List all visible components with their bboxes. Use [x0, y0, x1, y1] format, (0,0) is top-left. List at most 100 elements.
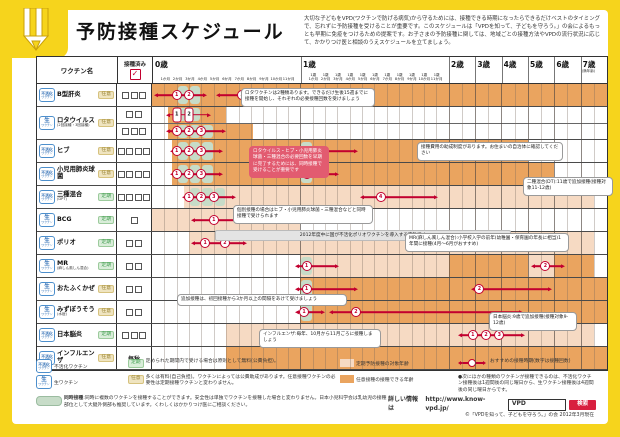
inactivated-vaccine-icon: 不活化 ワクチン: [36, 359, 52, 373]
title-notch: [10, 8, 68, 58]
optional-band: [171, 163, 555, 185]
check-box[interactable]: [122, 127, 129, 135]
check-column-header: 接種済み ✓: [118, 57, 153, 83]
check-box[interactable]: [139, 91, 146, 99]
vaccine-type-badge: 生ワクチン: [39, 305, 55, 319]
check-box[interactable]: [134, 170, 142, 178]
callout-rotavirus: ロタワクチンは2種類あります。できるだけ生後15週までに接種を開始し、それぞれの…: [241, 88, 375, 107]
intro-text: 大切な子どもをVPD(ワクチンで防げる病気)から守るためには、接種できる時期にな…: [304, 16, 600, 47]
check-box[interactable]: [122, 331, 129, 339]
dose-pill-marker: 1: [172, 107, 182, 123]
check-box[interactable]: [134, 193, 142, 201]
check-box[interactable]: [126, 308, 134, 316]
month-label: 11か月: [282, 77, 295, 82]
check-box[interactable]: [143, 193, 151, 201]
check-box[interactable]: [139, 331, 146, 339]
check-box[interactable]: [143, 147, 151, 155]
year-label: 6歳: [556, 60, 570, 69]
optional-chip: 任意: [128, 375, 144, 384]
check-box[interactable]: [126, 262, 134, 270]
year-label: 0歳: [155, 60, 168, 69]
check-group: [117, 107, 151, 123]
check-box[interactable]: [122, 91, 129, 99]
check-box[interactable]: [130, 127, 138, 135]
year-note: (満年齢): [581, 69, 596, 73]
optional-band-swatch: [340, 375, 354, 383]
year-divider: [301, 57, 302, 83]
check-box[interactable]: [134, 308, 142, 316]
callout-simultaneous: ロタウイルス・ヒブ・小児用肺炎球菌・三種混合の必要回数を早期に完了するためには、…: [249, 146, 329, 178]
check-cell: [117, 84, 152, 106]
dose-marker: 2: [350, 307, 361, 317]
category-chip: 任意: [98, 284, 114, 294]
check-box[interactable]: [130, 216, 138, 224]
check-box[interactable]: [117, 147, 125, 155]
check-box[interactable]: [126, 111, 134, 119]
check-group: [117, 209, 151, 231]
year-label: 5歳: [530, 60, 543, 69]
vaccine-name: みずぼうそう (水痘): [57, 306, 96, 318]
dose-marker: 1: [171, 146, 182, 156]
search-button[interactable]: 検索: [569, 399, 596, 410]
dose-pill-marker: 2: [184, 107, 194, 123]
regular-chip: 定期: [128, 359, 144, 368]
vaccine-name-sub: (麻しん風しん混合): [57, 266, 89, 271]
category-chip: 任意: [98, 307, 114, 317]
check-cell: [117, 301, 152, 323]
dose-marker: 2: [184, 126, 195, 137]
check-box[interactable]: [126, 147, 134, 155]
dose-marker: 1: [299, 307, 310, 317]
check-box[interactable]: [134, 111, 142, 119]
check-box[interactable]: [130, 331, 138, 339]
info-url: http://www.know-vpd.jp/: [425, 396, 486, 412]
check-box[interactable]: [117, 170, 125, 178]
regular-band-swatch: [340, 359, 354, 367]
month-label: 1歳 4か月: [345, 73, 356, 82]
check-group: [117, 186, 151, 208]
check-box[interactable]: [143, 170, 151, 178]
vaccine-name: B型肝炎: [57, 91, 96, 99]
chart-cell: 1: [152, 209, 607, 231]
category-chip: 定期: [98, 261, 114, 271]
legend-note: ●次にほかの種類のワクチンが接種できるのは、不活化ワクチン接種後は1週間後の同じ…: [458, 375, 594, 393]
check-group: [117, 301, 151, 323]
vaccine-column-header: ワクチン名: [37, 57, 118, 83]
check-box[interactable]: [139, 127, 146, 135]
category-chip: 任意: [98, 146, 114, 156]
check-box[interactable]: [134, 285, 142, 293]
dose-marker: 1: [467, 330, 478, 340]
chart-lane: [152, 347, 607, 369]
optional-band: [554, 255, 594, 277]
check-box[interactable]: [126, 239, 134, 247]
check-box[interactable]: [134, 147, 142, 155]
check-box[interactable]: [130, 91, 138, 99]
legend-live: 生ワクチン 生ワクチン: [36, 375, 128, 389]
check-cell: [117, 278, 152, 300]
vaccine-name-text: 三種混合: [57, 190, 83, 198]
vaccine-name-text: MR: [57, 259, 69, 267]
month-label: 1歳 9か月: [407, 73, 417, 82]
search-input[interactable]: VPD: [507, 398, 567, 411]
dose-marker: 3: [196, 126, 207, 137]
check-box[interactable]: [126, 193, 134, 201]
check-box[interactable]: [117, 193, 125, 201]
vaccine-name-cell: 不活化 ワクチン B型肝炎 任意: [37, 84, 117, 106]
check-box[interactable]: [126, 285, 134, 293]
check-box[interactable]: [134, 262, 142, 270]
dose-marker: 3: [494, 330, 505, 340]
check-box[interactable]: [126, 170, 134, 178]
year-divider: [475, 57, 477, 83]
legend-regular-band: 定期予防接種の対象年齢: [340, 359, 458, 367]
vaccine-name-text: 日本脳炎: [57, 330, 83, 338]
vaccine-type-badge: 生ワクチン: [39, 236, 55, 250]
vaccine-name-text: ポリオ: [57, 238, 76, 246]
month-label: 10か月: [270, 77, 283, 82]
category-chip: 任意: [98, 169, 114, 179]
check-box[interactable]: [134, 239, 142, 247]
callout-mr: MR(麻しん風しん混合):小学校入学の前年(幼稚園・保育園の年長に相当)1年間に…: [405, 233, 569, 252]
vaccine-type-badge: 不活化ワクチン: [39, 88, 55, 102]
vaccine-name-cell: 生ワクチン ロタウイルス (2回接種・3回接種) 任意: [37, 107, 117, 139]
